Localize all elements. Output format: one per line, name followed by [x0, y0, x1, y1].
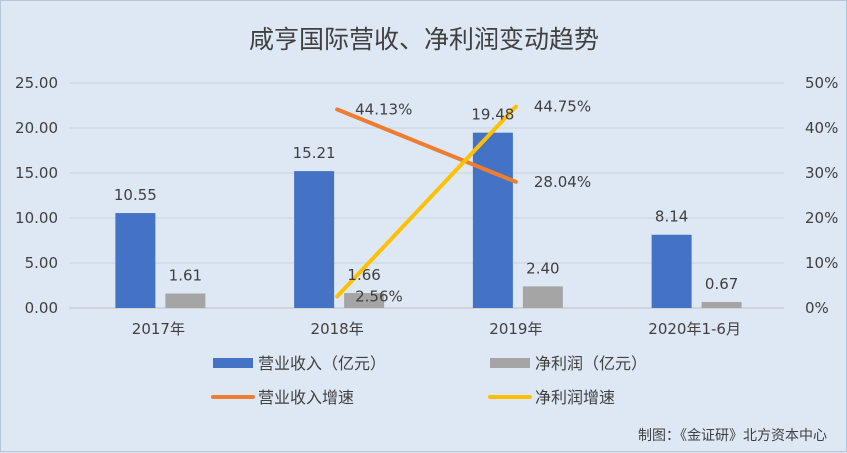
bar-data-label: 1.61: [169, 267, 202, 285]
bar: [294, 171, 335, 308]
bar-data-label: 1.66: [347, 266, 380, 284]
legend-swatch: [490, 358, 530, 368]
bar-data-label: 19.48: [471, 106, 514, 124]
legend: 营业收入（亿元） 净利润（亿元） 营业收入增速 净利润增速: [211, 354, 647, 407]
x-tick-label: 2018年: [311, 320, 364, 338]
y-right-tick-label: 30%: [805, 164, 838, 182]
y-left-tick-label: 5.00: [25, 254, 58, 272]
bar: [115, 213, 156, 308]
y-right-tick-label: 20%: [805, 209, 838, 227]
line-data-label: 44.13%: [355, 100, 412, 118]
bar: [165, 293, 206, 308]
bar-data-label: 15.21: [293, 144, 336, 162]
x-tick-label: 2020年1-6月: [648, 320, 741, 338]
line-layer: 10.55 15.21 19.48 8.14 1.61 1.66 2.40 0.67 44.13…: [114, 98, 738, 306]
y-left-tick-label: 25.00: [15, 74, 58, 92]
bar: [344, 293, 385, 308]
bar-data-label: 10.55: [114, 186, 157, 204]
bar-data-label: 0.67: [705, 275, 738, 293]
bar-data-label: 8.14: [655, 208, 688, 226]
x-tick-label: 2019年: [489, 320, 542, 338]
source-note: 制图：《金证研》北方资本中心: [638, 428, 827, 444]
x-tick-label: 2017年: [132, 320, 185, 338]
legend-label: 营业收入（亿元）: [258, 354, 386, 373]
y-right-tick-label: 40%: [805, 119, 838, 137]
series-line: [335, 104, 518, 299]
bar: [522, 286, 563, 308]
series-line: [335, 107, 518, 184]
y-right-tick-label: 10%: [805, 254, 838, 272]
y-left-tick-label: 0.00: [25, 299, 58, 317]
bar-layer: [115, 132, 742, 308]
line-data-label: 28.04%: [534, 173, 591, 191]
line-data-label: 44.75%: [534, 98, 591, 116]
bar: [472, 132, 513, 308]
line-data-label: 2.56%: [355, 287, 403, 305]
y-left-tick-label: 15.00: [15, 164, 58, 182]
chart-title: 咸亨国际营收、净利润变动趋势: [249, 25, 599, 54]
y-left-tick-label: 10.00: [15, 209, 58, 227]
legend-label: 净利润增速: [535, 388, 615, 407]
y-left-tick-label: 20.00: [15, 119, 58, 137]
y-right-tick-label: 50%: [805, 74, 838, 92]
bar: [651, 234, 692, 308]
legend-label: 净利润（亿元）: [535, 354, 647, 373]
y-right-tick-label: 0%: [805, 299, 829, 317]
bar: [701, 301, 742, 308]
legend-label: 营业收入增速: [258, 388, 354, 407]
axis-labels: 0.00 0% 5.00 10% 10.00 20% 15.00 30% 20.00 40% 25.…: [15, 74, 838, 338]
legend-swatch: [213, 358, 253, 368]
bar-data-label: 2.40: [526, 259, 559, 277]
